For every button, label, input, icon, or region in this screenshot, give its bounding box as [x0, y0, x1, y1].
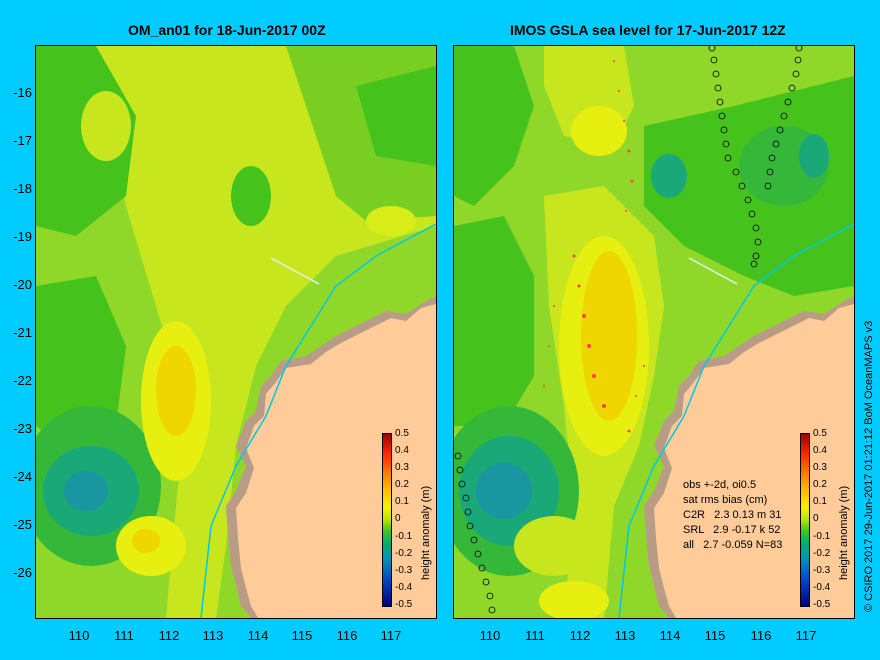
- colorbar-tick-label: -0.5: [813, 599, 831, 610]
- colorbar-tick-label: 0.5: [395, 428, 409, 439]
- colorbar-tick-label: -0.4: [813, 582, 831, 593]
- y-tick-label: -19: [13, 229, 32, 244]
- colorbar-tick-label: -0.3: [395, 565, 413, 576]
- y-tick-label: -18: [13, 181, 32, 196]
- y-tick-label: -23: [13, 421, 32, 436]
- x-tick-label: 115: [704, 628, 726, 643]
- x-tick-label: 116: [336, 628, 358, 643]
- x-tick-label: 117: [795, 628, 817, 643]
- x-tick-label: 111: [525, 628, 545, 643]
- satellite-track-points: [454, 46, 803, 614]
- right-map-title: IMOS GSLA sea level for 17-Jun-2017 12Z: [510, 22, 786, 38]
- x-tick-label: 113: [614, 628, 636, 643]
- y-tick-label: -17: [13, 133, 32, 148]
- colorbar-tick-label: -0.1: [395, 531, 413, 542]
- colorbar-tick-label: 0.1: [395, 496, 409, 507]
- colorbar-tick-label: -0.2: [395, 548, 413, 559]
- y-tick-label: -25: [13, 517, 32, 532]
- y-tick-label: -22: [13, 373, 32, 388]
- right-map-panel: [453, 45, 855, 619]
- y-tick-label: -24: [13, 469, 32, 484]
- right-colorbar-title: height anomaly (m): [838, 485, 850, 580]
- colorbar-tick-label: -0.5: [395, 599, 413, 610]
- y-tick-label: -26: [13, 565, 32, 580]
- red-observation-points: [543, 60, 645, 433]
- x-tick-label: 112: [158, 628, 180, 643]
- x-tick-label: 116: [750, 628, 772, 643]
- colorbar-tick-label: -0.1: [813, 531, 831, 542]
- left-colorbar: [382, 433, 392, 607]
- stats-line: obs +-2d, oi0.5: [683, 479, 757, 491]
- credit-text: © CSIRO 2017 29-Jun-2017 01:21:12 BoM Oc…: [863, 320, 875, 612]
- colorbar-tick-label: 0.2: [395, 479, 409, 490]
- colorbar-tick-label: 0.3: [813, 462, 827, 473]
- colorbar-tick-label: -0.4: [395, 582, 413, 593]
- x-tick-label: 113: [202, 628, 224, 643]
- y-tick-label: -16: [13, 85, 32, 100]
- colorbar-tick-label: -0.2: [813, 548, 831, 559]
- stats-line: C2R 2.3 0.13 m 31: [683, 509, 782, 521]
- x-tick-label: 117: [380, 628, 402, 643]
- x-tick-label: 114: [247, 628, 269, 643]
- stats-line: all 2.7 -0.059 N=83: [683, 539, 783, 551]
- x-tick-label: 112: [569, 628, 591, 643]
- x-tick-label: 110: [68, 628, 90, 643]
- stats-line: sat rms bias (cm): [683, 494, 768, 506]
- x-tick-label: 115: [291, 628, 313, 643]
- colorbar-tick-label: 0: [395, 513, 401, 524]
- x-tick-label: 110: [479, 628, 501, 643]
- colorbar-tick-label: 0.1: [813, 496, 827, 507]
- colorbar-tick-label: -0.3: [813, 565, 831, 576]
- colorbar-tick-label: 0.4: [395, 445, 409, 456]
- colorbar-tick-label: 0.3: [395, 462, 409, 473]
- y-tick-label: -20: [13, 277, 32, 292]
- right-colorbar: [800, 433, 810, 607]
- right-map-field: [454, 46, 854, 618]
- left-map-field: [36, 46, 436, 618]
- colorbar-tick-label: 0.4: [813, 445, 827, 456]
- left-map-title: OM_an01 for 18-Jun-2017 00Z: [128, 22, 326, 38]
- left-map-panel: [35, 45, 437, 619]
- satellite-stats: obs +-2d, oi0.5 sat rms bias (cm) C2R 2.3 …: [683, 478, 782, 553]
- colorbar-tick-label: 0.2: [813, 479, 827, 490]
- x-tick-label: 111: [114, 628, 134, 643]
- colorbar-tick-label: 0: [813, 513, 819, 524]
- stats-line: SRL 2.9 -0.17 k 52: [683, 524, 781, 536]
- y-tick-label: -21: [13, 325, 32, 340]
- left-colorbar-title: height anomaly (m): [420, 485, 432, 580]
- colorbar-tick-label: 0.5: [813, 428, 827, 439]
- x-tick-label: 114: [659, 628, 681, 643]
